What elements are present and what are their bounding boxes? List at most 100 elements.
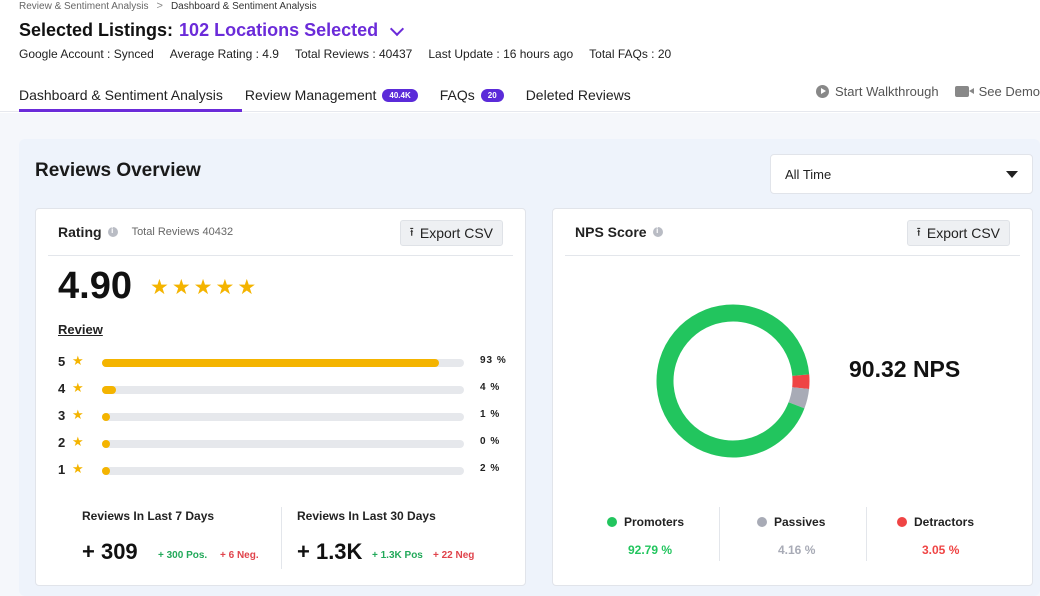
review-distribution-title: Review	[58, 322, 103, 337]
divider	[281, 507, 282, 569]
average-rating-value: 4.90	[58, 265, 132, 307]
export-label: Export CSV	[419, 225, 493, 241]
rating-bar-row: 3 ★ 1 %	[58, 407, 508, 424]
passives-dot	[757, 517, 767, 527]
tab-deleted-reviews[interactable]: Deleted Reviews	[526, 84, 631, 106]
tab-dashboard[interactable]: Dashboard & Sentiment Analysis	[19, 84, 223, 106]
rating-card: Rating Total Reviews 40432 ⭱ Export CSV …	[35, 208, 526, 586]
meta-google-account: Google Account : Synced	[19, 47, 154, 61]
divider	[565, 255, 1020, 256]
detractors-dot	[897, 517, 907, 527]
star-level: 3	[58, 408, 66, 423]
promoters-dot	[607, 517, 617, 527]
promoters-percent: 92.79 %	[628, 543, 673, 557]
count-badge: 20	[480, 88, 504, 102]
tab-label: Dashboard & Sentiment Analysis	[19, 87, 223, 103]
last-7-days-positive: + 300 Pos.	[158, 550, 208, 561]
tab-label: Review Management	[244, 87, 377, 103]
time-range-select[interactable]: All Time	[770, 154, 1033, 194]
star-icon: ★	[72, 353, 84, 368]
upload-icon: ⭱	[916, 224, 921, 239]
meta-last-update: Last Update : 16 hours ago	[428, 47, 574, 61]
tab-label: Deleted Reviews	[525, 87, 631, 103]
progress-track	[102, 413, 464, 421]
last-30-days-title: Reviews In Last 30 Days	[297, 509, 436, 523]
selected-locations[interactable]: 102 Locations Selected	[179, 20, 379, 40]
meta-average-rating: Average Rating : 4.9	[169, 47, 279, 61]
progress-fill	[102, 413, 110, 421]
info-icon[interactable]	[652, 226, 663, 237]
card-title: Rating	[58, 224, 102, 240]
star-level: 2	[58, 435, 66, 450]
progress-fill	[102, 386, 117, 394]
card-title: NPS Score	[575, 224, 647, 240]
tab-review-management[interactable]: Review Management 40.4K	[245, 84, 418, 106]
progress-track	[102, 359, 464, 367]
tab-faqs[interactable]: FAQs 20	[440, 84, 504, 106]
legend-label: Passives	[774, 515, 826, 529]
card-header: NPS Score	[553, 209, 1032, 255]
star-icon: ★	[193, 276, 213, 299]
account-meta: Google Account : Synced Average Rating :…	[19, 47, 671, 61]
last-30-days-negative: + 22 Neg	[433, 550, 475, 561]
chevron-right-icon: >	[156, 0, 163, 12]
rating-percent: 2 %	[480, 463, 501, 474]
star-icon: ★	[171, 276, 191, 299]
star-level: 1	[58, 462, 66, 477]
legend-promoters: Promoters	[607, 515, 684, 529]
meta-total-faqs: Total FAQs : 20	[589, 47, 672, 61]
listing-selector[interactable]: Selected Listings: 102 Locations Selecte…	[19, 20, 405, 41]
star-icon: ★	[72, 461, 84, 476]
divider	[48, 255, 513, 256]
chevron-down-icon[interactable]	[390, 21, 405, 36]
rating-percent: 93 %	[480, 355, 507, 366]
star-icon: ★	[237, 276, 257, 299]
rating-bar-row: 2 ★ 0 %	[58, 434, 508, 451]
count-badge: 40.4K	[382, 88, 418, 102]
legend-label: Promoters	[624, 515, 685, 529]
progress-fill	[102, 359, 439, 367]
progress-track	[102, 386, 464, 394]
rating-percent: 0 %	[480, 436, 501, 447]
start-walkthrough-button[interactable]: Start Walkthrough	[816, 84, 939, 99]
rating-bar-row: 5 ★ 93 %	[58, 353, 508, 370]
tab-bar: Dashboard & Sentiment Analysis Review Ma…	[19, 84, 631, 106]
star-icon: ★	[150, 276, 169, 299]
header-actions: Start Walkthrough See Demo	[816, 84, 1040, 99]
video-camera-icon	[954, 86, 974, 97]
page-title-label: Selected Listings:	[19, 20, 174, 40]
export-csv-button[interactable]: ⭱ Export CSV	[399, 220, 503, 246]
donut-slice-promoters	[656, 304, 810, 458]
divider	[866, 507, 867, 561]
nps-card: NPS Score ⭱ Export CSV 90.32 NPS Promote…	[552, 208, 1033, 586]
section-title: Reviews Overview	[35, 160, 201, 181]
star-level: 5	[58, 354, 66, 369]
caret-down-icon	[1006, 170, 1018, 178]
last-30-days-value: + 1.3K	[297, 539, 363, 564]
rating-stars: ★ ★ ★ ★ ★	[150, 275, 256, 300]
info-icon[interactable]	[107, 226, 118, 237]
breadcrumb: Review & Sentiment Analysis > Dashboard …	[19, 0, 317, 12]
detractors-percent: 3.05 %	[922, 543, 960, 557]
active-tab-indicator	[19, 109, 242, 112]
export-csv-button[interactable]: ⭱ Export CSV	[906, 220, 1010, 246]
see-demo-button[interactable]: See Demo	[954, 84, 1040, 99]
legend-passives: Passives	[757, 515, 825, 529]
breadcrumb-item-review-sentiment[interactable]: Review & Sentiment Analysis	[19, 0, 149, 12]
page-header: Review & Sentiment Analysis > Dashboard …	[0, 0, 1040, 112]
star-icon: ★	[72, 380, 84, 395]
rating-percent: 1 %	[480, 409, 501, 420]
breadcrumb-item-dashboard: Dashboard & Sentiment Analysis	[170, 0, 317, 12]
tab-label: FAQs	[439, 87, 475, 103]
last-7-days-value: + 309	[82, 539, 138, 564]
star-icon: ★	[72, 407, 84, 422]
progress-fill	[102, 467, 110, 475]
legend-detractors: Detractors	[897, 515, 974, 529]
card-header: Rating Total Reviews 40432	[36, 209, 525, 255]
export-label: Export CSV	[926, 225, 1000, 241]
divider	[719, 507, 720, 561]
last-7-days-title: Reviews In Last 7 Days	[82, 509, 215, 523]
star-icon: ★	[72, 434, 84, 449]
progress-track	[102, 440, 464, 448]
play-icon	[816, 85, 830, 98]
